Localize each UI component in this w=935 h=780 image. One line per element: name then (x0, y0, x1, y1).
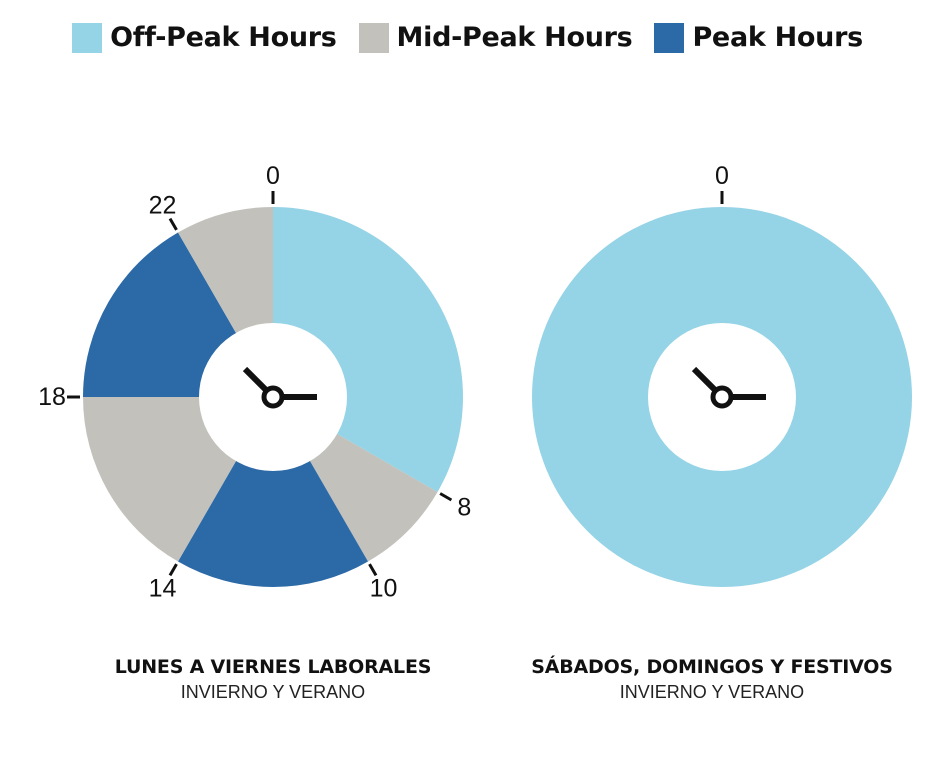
tick-label-14: 14 (149, 574, 177, 602)
legend-swatch-mid-peak (358, 22, 389, 53)
legend-swatch-peak (654, 22, 685, 53)
tick-label-22: 22 (149, 192, 177, 220)
tick-label-8: 8 (457, 494, 471, 522)
tick-mark-10 (368, 563, 378, 577)
caption-weekends: SÁBADOS, DOMINGOS Y FESTIVOS INVIERNO Y … (492, 656, 932, 703)
legend-item-off-peak: Off-Peak Hours (72, 22, 337, 53)
clock-hands-icon (242, 366, 317, 409)
legend-item-mid-peak: Mid-Peak Hours (358, 22, 633, 53)
caption-title-weekdays: LUNES A VIERNES LABORALES (114, 656, 432, 678)
tick-label-10: 10 (370, 574, 398, 602)
clock-chart-1: 0 8 10 14 18 22 (38, 162, 471, 602)
caption-title-weekends: SÁBADOS, DOMINGOS Y FESTIVOS (531, 656, 893, 678)
caption-weekdays: LUNES A VIERNES LABORALES INVIERNO Y VER… (53, 656, 493, 703)
tick-mark-22 (168, 217, 178, 231)
legend-label-mid-peak: Mid-Peak Hours (396, 22, 633, 53)
legend: Off-Peak Hours Mid-Peak Hours Peak Hours (0, 22, 935, 53)
legend-label-peak: Peak Hours (692, 22, 863, 53)
clock-pivot (710, 385, 734, 409)
tick-mark-14 (168, 563, 178, 577)
clock-pivot (261, 385, 285, 409)
clock-chart-2: 0 (532, 162, 912, 587)
tick-label-0: 0 (715, 162, 729, 190)
legend-item-peak: Peak Hours (654, 22, 863, 53)
caption-subtitle-weekdays: INVIERNO Y VERANO (180, 682, 366, 702)
tick-mark-8 (439, 492, 453, 502)
legend-swatch-off-peak (72, 22, 103, 53)
tick-label-0: 0 (266, 162, 280, 190)
clock-hands-icon (691, 366, 766, 409)
caption-subtitle-weekends: INVIERNO Y VERANO (619, 682, 805, 702)
segment-peak-hours-10-14 (178, 397, 368, 587)
legend-label-off-peak: Off-Peak Hours (110, 22, 337, 53)
tick-label-18: 18 (38, 383, 66, 411)
